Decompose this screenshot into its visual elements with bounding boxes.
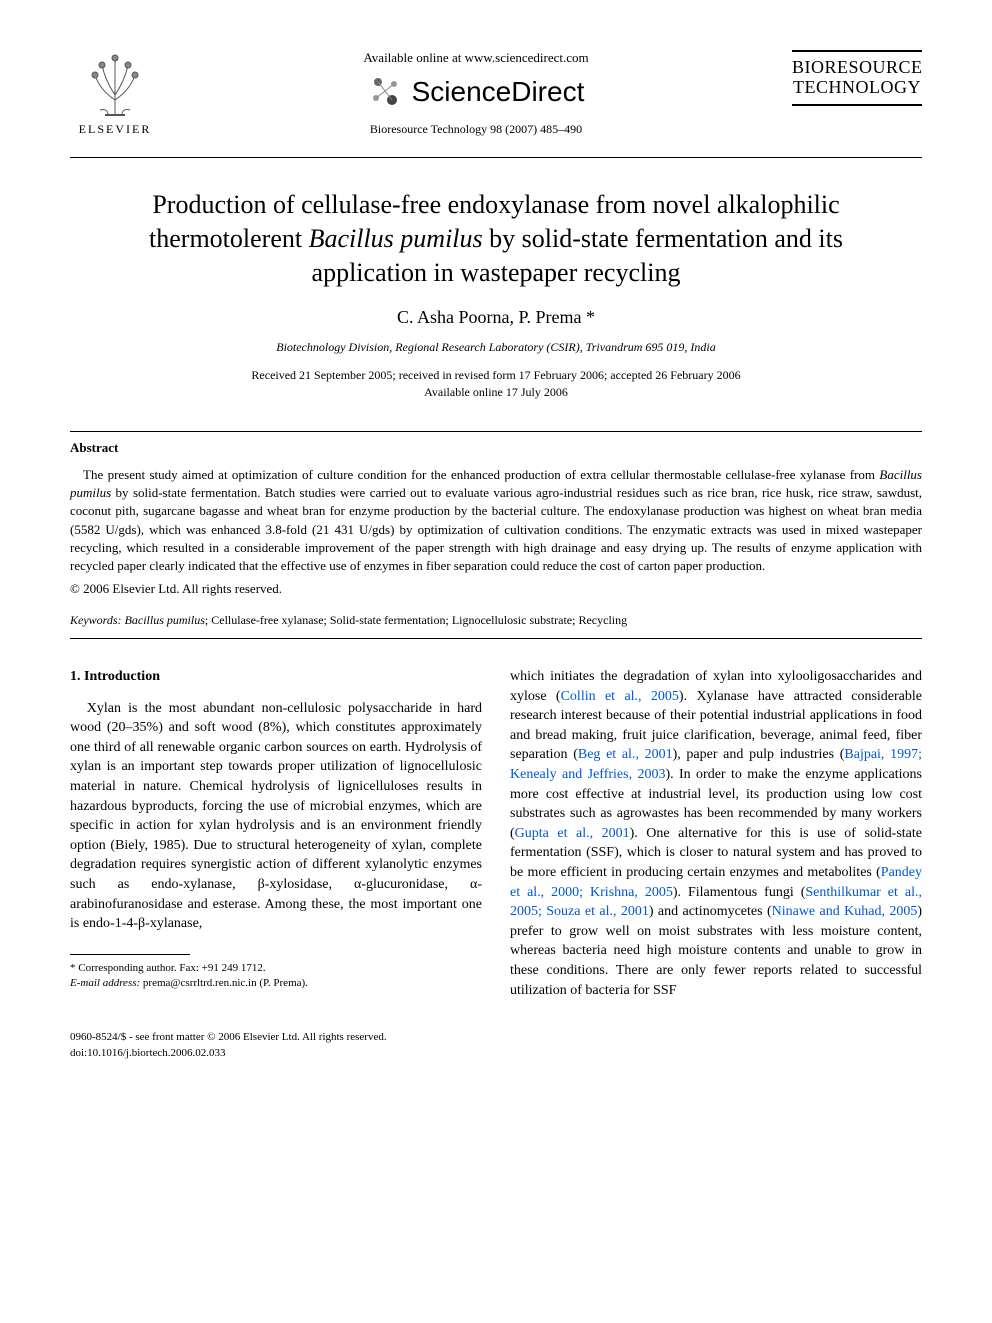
cite-collin[interactable]: Collin et al., 2005: [561, 689, 679, 704]
intro-col1-text: Xylan is the most abundant non-cellulosi…: [70, 699, 482, 934]
intro-col2-text: which initiates the degradation of xylan…: [510, 667, 922, 1000]
footer-meta: 0960-8524/$ - see front matter © 2006 El…: [70, 1030, 922, 1061]
cite-ninawe[interactable]: Ninawe and Kuhad, 2005: [772, 904, 918, 919]
email-label: E-mail address:: [70, 977, 140, 989]
abstract-copyright: © 2006 Elsevier Ltd. All rights reserved…: [70, 581, 922, 597]
footnote-separator: [70, 954, 190, 955]
email-value[interactable]: prema@csrrltrd.ren.nic.in (P. Prema).: [143, 977, 308, 989]
header-row: ELSEVIER Available online at www.science…: [70, 50, 922, 137]
journal-logo-line1: BIORESOURCE: [792, 58, 922, 78]
abstract-bottom-rule: [70, 638, 922, 639]
available-online-text: Available online at www.sciencedirect.co…: [160, 50, 792, 66]
title-italic: Bacillus pumilus: [309, 224, 483, 253]
keywords-rest: ; Cellulase-free xylanase; Solid-state f…: [205, 613, 627, 627]
abstract-text: The present study aimed at optimization …: [70, 466, 922, 575]
elsevier-tree-icon: [80, 50, 150, 120]
header-divider: [70, 157, 922, 158]
elsevier-logo: ELSEVIER: [70, 50, 160, 137]
abstract-heading: Abstract: [70, 440, 922, 456]
c2c: ), paper and pulp industries (: [673, 747, 845, 762]
journal-reference: Bioresource Technology 98 (2007) 485–490: [160, 122, 792, 137]
abstract-post: by solid-state fermentation. Batch studi…: [70, 485, 922, 573]
center-header: Available online at www.sciencedirect.co…: [160, 50, 792, 137]
intro-heading: 1. Introduction: [70, 667, 482, 687]
sciencedirect-label: ScienceDirect: [412, 76, 585, 108]
dates-online: Available online 17 July 2006: [70, 384, 922, 401]
article-title: Production of cellulase-free endoxylanas…: [110, 188, 882, 289]
keywords-label: Keywords:: [70, 613, 122, 627]
body-columns: 1. Introduction Xylan is the most abunda…: [70, 667, 922, 1000]
article-dates: Received 21 September 2005; received in …: [70, 367, 922, 401]
dates-received: Received 21 September 2005; received in …: [70, 367, 922, 384]
cite-beg[interactable]: Beg et al., 2001: [578, 747, 673, 762]
email-footnote: E-mail address: prema@csrrltrd.ren.nic.i…: [70, 976, 482, 991]
authors: C. Asha Poorna, P. Prema *: [70, 307, 922, 328]
column-right: which initiates the degradation of xylan…: [510, 667, 922, 1000]
corresponding-author: * Corresponding author. Fax: +91 249 171…: [70, 961, 482, 976]
affiliation: Biotechnology Division, Regional Researc…: [70, 340, 922, 355]
journal-logo: BIORESOURCE TECHNOLOGY: [792, 50, 922, 106]
doi-line: doi:10.1016/j.biortech.2006.02.033: [70, 1046, 922, 1061]
c2f: ). Filamentous fungi (: [673, 885, 806, 900]
sciencedirect-brand: ScienceDirect: [160, 74, 792, 110]
abstract-top-rule: [70, 431, 922, 432]
abstract-pre: The present study aimed at optimization …: [83, 467, 879, 482]
elsevier-text: ELSEVIER: [79, 122, 152, 137]
sciencedirect-icon: [368, 74, 404, 110]
c2g: ) and actinomycetes (: [649, 904, 772, 919]
keywords: Keywords: Bacillus pumilus; Cellulase-fr…: [70, 613, 922, 628]
keywords-italic: Bacillus pumilus: [125, 613, 205, 627]
column-left: 1. Introduction Xylan is the most abunda…: [70, 667, 482, 1000]
issn-line: 0960-8524/$ - see front matter © 2006 El…: [70, 1030, 922, 1045]
journal-logo-line2: TECHNOLOGY: [792, 78, 922, 98]
cite-gupta[interactable]: Gupta et al., 2001: [515, 826, 630, 841]
